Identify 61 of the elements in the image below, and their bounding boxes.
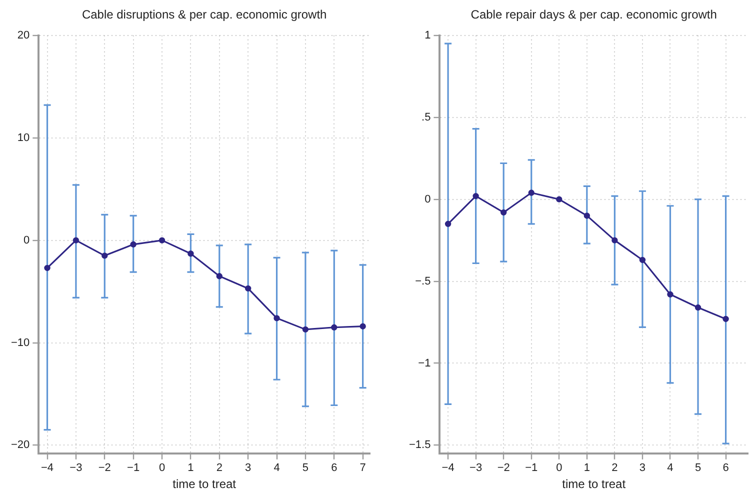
y-tick-label: −20: [10, 439, 30, 452]
point: [612, 237, 618, 244]
point: [130, 241, 136, 248]
x-tick-label: 3: [639, 462, 646, 474]
x-tick-label: 7: [360, 462, 366, 474]
point: [667, 291, 674, 298]
y-tick-label: −1.5: [408, 439, 431, 452]
x-tick-label: 0: [556, 462, 562, 474]
point: [584, 212, 590, 219]
x-tick-label: 3: [245, 462, 252, 474]
point: [216, 273, 222, 280]
x-tick-label: 4: [274, 462, 280, 474]
y-tick-label: 20: [17, 29, 30, 42]
x-tick-label: −4: [442, 462, 454, 474]
x-tick-label: 6: [722, 462, 729, 474]
point: [556, 196, 562, 202]
y-tick-label: −10: [10, 336, 30, 349]
x-tick-label: 0: [158, 462, 166, 474]
x-tick-label: 1: [188, 462, 194, 474]
point: [188, 250, 194, 257]
x-tick-label: 2: [216, 462, 222, 474]
point: [274, 315, 280, 322]
x-axis-title: time to treat: [562, 477, 626, 492]
point: [44, 264, 50, 272]
y-tick-label: 0: [24, 234, 30, 246]
x-tick-label: −2: [98, 462, 111, 474]
x-tick-label: −1: [525, 462, 538, 474]
chart-title: Cable repair days & per cap. economic growth: [470, 8, 717, 22]
x-axis-title: time to treat: [172, 477, 237, 492]
y-tick-label: 10: [17, 132, 30, 144]
point: [722, 316, 729, 322]
x-tick-label: −2: [497, 462, 510, 474]
point: [500, 209, 507, 216]
x-tick-label: −1: [127, 462, 140, 474]
point: [331, 324, 338, 330]
point: [158, 237, 166, 244]
y-tick-label: −.5: [415, 275, 431, 288]
y-tick-label: 0: [424, 193, 431, 206]
x-tick-label: −4: [40, 462, 54, 474]
x-tick-label: 5: [302, 462, 309, 474]
point: [302, 326, 309, 333]
x-tick-label: 6: [331, 462, 338, 474]
x-tick-label: 5: [694, 462, 702, 474]
point: [444, 220, 452, 228]
point: [694, 304, 702, 311]
x-tick-label: −3: [470, 462, 482, 474]
point: [639, 256, 646, 264]
point: [102, 252, 108, 259]
y-tick-label: −1: [418, 357, 431, 370]
chart-title: Cable disruptions & per cap. economic growth: [82, 8, 327, 22]
x-tick-label: 1: [584, 462, 590, 474]
y-tick-label: .5: [422, 111, 431, 124]
point: [244, 285, 252, 292]
point: [360, 323, 366, 330]
x-tick-label: 2: [612, 462, 618, 474]
x-tick-label: −3: [70, 462, 82, 474]
point: [528, 190, 534, 196]
point: [472, 192, 479, 200]
point: [72, 237, 80, 244]
x-tick-label: 4: [667, 462, 674, 474]
y-tick-label: 1: [424, 29, 431, 42]
